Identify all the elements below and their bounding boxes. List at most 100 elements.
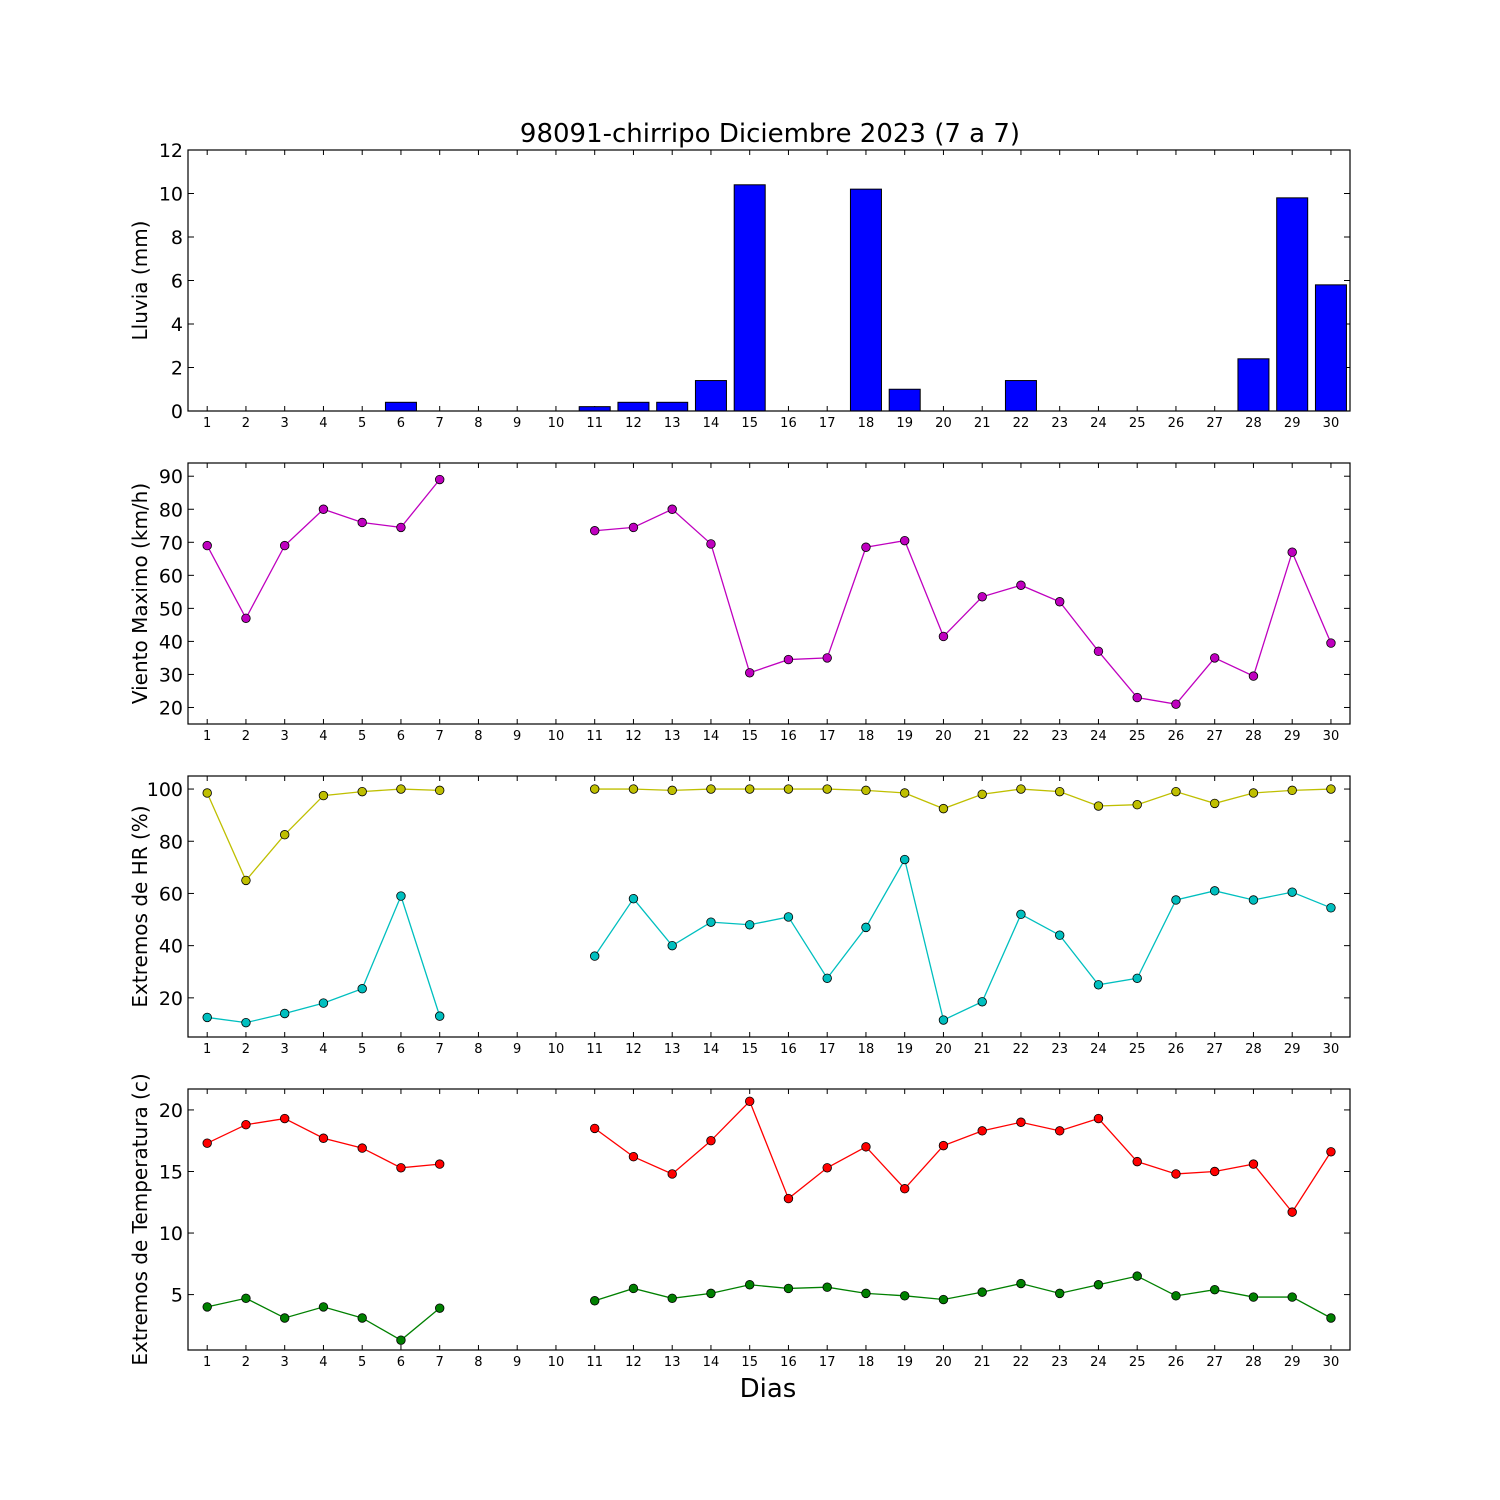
x-tick-label: 13 — [664, 729, 681, 744]
point-day-25 — [1132, 692, 1142, 703]
x-tick-label: 11 — [586, 416, 603, 431]
x-tick-label: 26 — [1168, 1355, 1185, 1370]
x-tick-label: 28 — [1245, 729, 1262, 744]
point-day-24 — [1093, 980, 1104, 990]
x-tick-label: 3 — [281, 1042, 289, 1057]
point-day-26 — [1171, 699, 1181, 709]
point-day-17 — [822, 784, 832, 794]
point-day-15 — [745, 668, 755, 678]
y-tick-label: 80 — [159, 499, 183, 521]
x-tick-label: 24 — [1090, 1042, 1107, 1057]
point-day-28 — [1248, 895, 1259, 905]
point-day-14 — [706, 917, 716, 927]
x-tick-label: 9 — [513, 1042, 521, 1057]
point-day-3 — [280, 830, 290, 840]
point-day-23 — [1054, 786, 1065, 797]
x-tick-label: 2 — [242, 1042, 250, 1057]
x-tick-label: 13 — [664, 1042, 681, 1057]
point-day-16 — [783, 1193, 794, 1204]
series-2 — [202, 1271, 1336, 1345]
x-tick-label: 3 — [281, 729, 289, 744]
series-1 — [202, 474, 1336, 709]
point-day-15 — [745, 784, 755, 794]
point-day-25 — [1132, 800, 1142, 810]
point-day-23 — [1054, 1288, 1065, 1299]
point-day-13 — [667, 785, 677, 796]
point-day-14 — [706, 1136, 716, 1146]
point-day-27 — [1209, 1284, 1220, 1295]
point-day-4 — [318, 1302, 329, 1312]
y-tick-label: 0 — [171, 401, 183, 423]
point-day-23 — [1054, 597, 1065, 607]
point-day-19 — [900, 535, 910, 546]
point-day-27 — [1209, 886, 1220, 896]
x-tick-label: 7 — [436, 1355, 444, 1370]
x-tick-label: 15 — [741, 729, 758, 744]
x-tick-label: 17 — [819, 416, 836, 431]
point-day-19 — [900, 1184, 910, 1194]
x-tick-label: 15 — [741, 1042, 758, 1057]
point-day-11 — [590, 951, 600, 961]
y-tick-label: 40 — [159, 936, 183, 958]
bar-day-15 — [733, 184, 766, 412]
point-day-29 — [1287, 1292, 1297, 1302]
x-tick-label: 24 — [1090, 416, 1107, 431]
point-day-6 — [396, 784, 406, 794]
point-day-28 — [1248, 1159, 1259, 1169]
bar-day-29 — [1276, 197, 1309, 412]
plot-area — [188, 776, 1350, 1037]
x-tick-label: 11 — [586, 1355, 603, 1370]
series-line — [594, 857, 1332, 1021]
point-day-6 — [396, 1335, 406, 1345]
x-tick-label: 27 — [1206, 729, 1223, 744]
series-2 — [202, 854, 1336, 1028]
x-tick-label: 23 — [1051, 1042, 1068, 1057]
y-tick-label: 5 — [171, 1285, 183, 1307]
point-day-4 — [318, 1133, 329, 1143]
x-tick-label: 17 — [819, 1042, 836, 1057]
x-tick-label: 21 — [974, 1355, 991, 1370]
x-tick-label: 3 — [281, 1355, 289, 1370]
x-tick-label: 26 — [1168, 1042, 1185, 1057]
point-day-30 — [1326, 784, 1336, 794]
x-tick-label: 20 — [935, 1042, 952, 1057]
x-tick-label: 10 — [548, 1355, 565, 1370]
y-axis-label: Extremos de HR (%) — [128, 805, 152, 1007]
x-tick-label: 21 — [974, 416, 991, 431]
point-day-22 — [1016, 1278, 1026, 1289]
bar-day-11 — [578, 406, 611, 412]
point-day-24 — [1093, 1280, 1104, 1290]
point-day-2 — [241, 613, 251, 623]
point-day-29 — [1287, 547, 1297, 557]
x-tick-label: 9 — [513, 416, 521, 431]
point-day-13 — [667, 1169, 677, 1179]
x-tick-label: 27 — [1206, 1042, 1223, 1057]
point-day-21 — [977, 1287, 987, 1297]
point-day-7 — [435, 1159, 445, 1169]
x-tick-label: 8 — [474, 1355, 482, 1370]
point-day-23 — [1054, 1126, 1065, 1136]
x-tick-label: 5 — [358, 1042, 366, 1057]
point-day-27 — [1209, 798, 1220, 809]
x-tick-label: 17 — [819, 729, 836, 744]
point-day-1 — [202, 1012, 212, 1023]
point-day-7 — [435, 474, 445, 485]
point-day-1 — [202, 540, 212, 551]
x-tick-label: 16 — [780, 416, 797, 431]
point-day-28 — [1248, 671, 1259, 681]
plot-area — [188, 150, 1350, 411]
bar-day-30 — [1314, 284, 1347, 412]
point-day-30 — [1326, 638, 1336, 648]
point-day-11 — [590, 526, 600, 536]
y-tick-label: 2 — [171, 358, 183, 380]
x-tick-label: 14 — [703, 1355, 720, 1370]
plot-area — [188, 1089, 1350, 1350]
x-tick-label: 13 — [664, 1355, 681, 1370]
point-day-17 — [822, 973, 832, 983]
x-tick-label: 21 — [974, 1042, 991, 1057]
point-day-14 — [706, 539, 716, 549]
point-day-3 — [280, 1313, 290, 1323]
